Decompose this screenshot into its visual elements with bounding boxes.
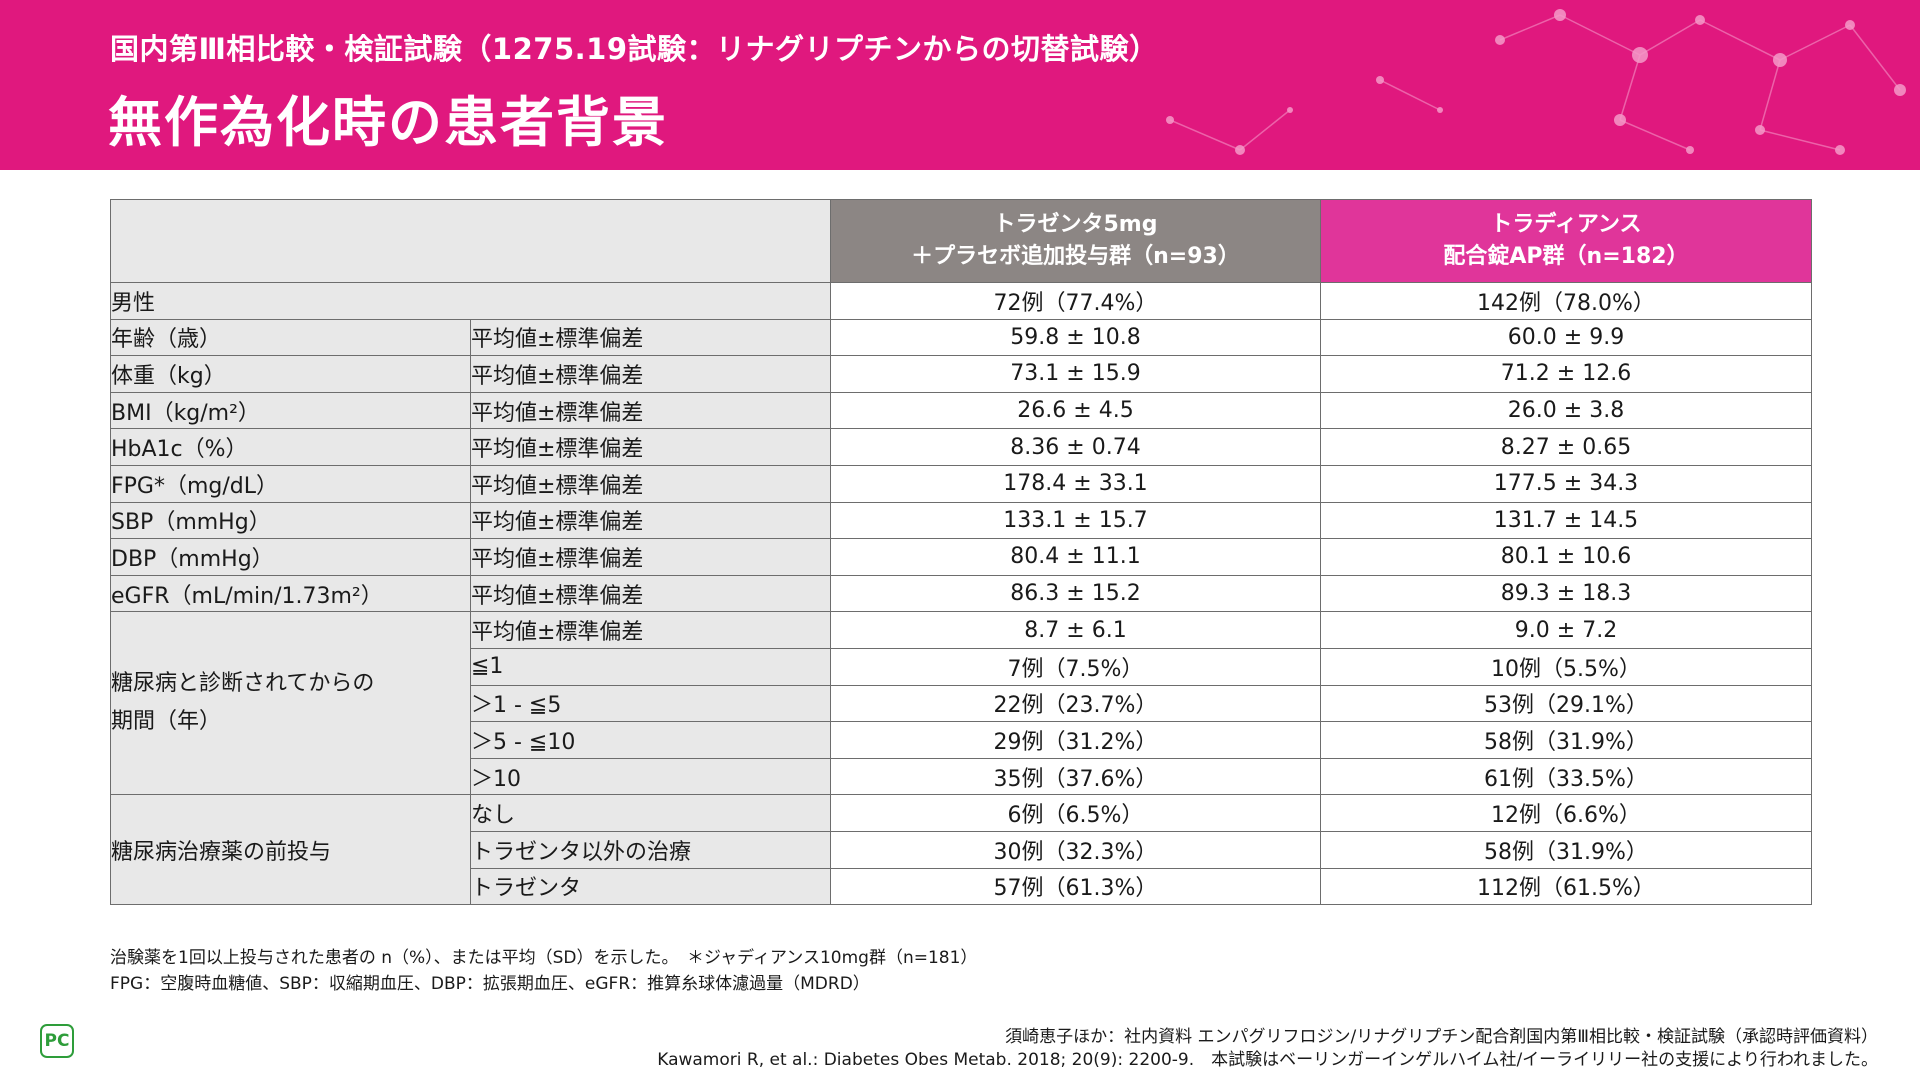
column-header-tradiance-line1: トラディアンス	[1490, 212, 1642, 237]
row-label-fpg: FPG*（mg/dL）	[110, 464, 471, 503]
row-sublabel: ＞1 - ≦5	[470, 684, 831, 723]
cell-duration-tradiance: 61例（33.5%）	[1320, 757, 1812, 796]
duration-label-line1: 糖尿病と診断されてからの	[111, 671, 375, 697]
cell-duration-tradiance: 9.0 ± 7.2	[1320, 611, 1812, 649]
table-row: BMI（kg/m²） 平均値±標準偏差 26.6 ± 4.5 26.0 ± 3.…	[110, 391, 1812, 430]
cell-hba1c-tradiance: 8.27 ± 0.65	[1320, 428, 1812, 466]
cell-sbp-trazenta: 133.1 ± 15.7	[830, 501, 1321, 540]
row-sublabel: 平均値±標準偏差	[470, 355, 831, 393]
row-label-diabetes-duration: 糖尿病と診断されてからの 期間（年）	[110, 611, 471, 796]
table-row: 体重（kg） 平均値±標準偏差 73.1 ± 15.9 71.2 ± 12.6	[110, 355, 1812, 393]
cell-weight-tradiance: 71.2 ± 12.6	[1320, 355, 1812, 393]
footnote-line2: FPG：空腹時血糖値、SBP：収縮期血圧、DBP：拡張期血圧、eGFR：推算糸球…	[110, 974, 870, 994]
cell-dbp-trazenta: 80.4 ± 11.1	[830, 538, 1321, 576]
table-row: ＞1 - ≦5 22例（23.7%） 53例（29.1%）	[111, 684, 1812, 723]
cell-duration-trazenta: 29例（31.2%）	[830, 721, 1321, 759]
row-sublabel: ＞10	[470, 757, 831, 796]
row-label-dbp: DBP（mmHg）	[110, 538, 471, 576]
cell-prior-tradiance: 112例（61.5%）	[1320, 867, 1812, 906]
table-row: SBP（mmHg） 平均値±標準偏差 133.1 ± 15.7 131.7 ± …	[110, 501, 1812, 540]
reference-line1: 須崎恵子ほか：社内資料 エンパグリフロジン/リナグリプチン配合剤国内第Ⅲ相比較・…	[1005, 1027, 1878, 1047]
table-row: 糖尿病治療薬の前投与 なし 6例（6.5%） 12例（6.6%）	[110, 794, 1812, 906]
cell-egfr-trazenta: 86.3 ± 15.2	[830, 574, 1321, 613]
table-row: FPG*（mg/dL） 平均値±標準偏差 178.4 ± 33.1 177.5 …	[110, 464, 1812, 503]
cell-bmi-tradiance: 26.0 ± 3.8	[1320, 391, 1812, 430]
cell-bmi-trazenta: 26.6 ± 4.5	[830, 391, 1321, 430]
row-sublabel: 平均値±標準偏差	[470, 428, 831, 466]
row-sublabel: 平均値±標準偏差	[470, 391, 831, 430]
row-sublabel: トラゼンタ以外の治療	[470, 830, 831, 869]
row-sublabel: 平均値±標準偏差	[470, 538, 831, 576]
cell-prior-tradiance: 58例（31.9%）	[1320, 830, 1812, 869]
table-row: DBP（mmHg） 平均値±標準偏差 80.4 ± 11.1 80.1 ± 10…	[110, 538, 1812, 576]
row-label-age: 年齢（歳）	[110, 318, 471, 357]
row-label-prior-treatment: 糖尿病治療薬の前投与	[110, 794, 471, 906]
cell-sbp-tradiance: 131.7 ± 14.5	[1320, 501, 1812, 540]
column-header-trazenta-line2: ＋プラセボ追加投与群（n=93）	[911, 244, 1240, 269]
reference-line2: Kawamori R, et al.: Diabetes Obes Metab.…	[657, 1050, 1878, 1070]
table-header-row: トラゼンタ5mg ＋プラセボ追加投与群（n=93） トラディアンス 配合錠AP群…	[110, 199, 1812, 283]
table-row: 年齢（歳） 平均値±標準偏差 59.8 ± 10.8 60.0 ± 9.9	[110, 318, 1812, 357]
cell-duration-trazenta: 22例（23.7%）	[830, 684, 1321, 723]
row-sublabel: ＞5 - ≦10	[470, 721, 831, 759]
cell-duration-tradiance: 10例（5.5%）	[1320, 647, 1812, 686]
page-title: 無作為化時の患者背景	[108, 91, 668, 154]
patient-background-table: トラゼンタ5mg ＋プラセボ追加投与群（n=93） トラディアンス 配合錠AP群…	[110, 199, 1812, 906]
cell-hba1c-trazenta: 8.36 ± 0.74	[830, 428, 1321, 466]
footnote-line1: 治験薬を1回以上投与された患者の n（%）、または平均（SD）を示した。 ＊ジャ…	[110, 948, 978, 968]
cell-duration-trazenta: 7例（7.5%）	[830, 647, 1321, 686]
row-sublabel: 平均値±標準偏差	[470, 464, 831, 503]
cell-prior-trazenta: 6例（6.5%）	[830, 794, 1321, 832]
duration-label-line2: 期間（年）	[111, 709, 222, 735]
table-row: eGFR（mL/min/1.73m²） 平均値±標準偏差 86.3 ± 15.2…	[110, 574, 1812, 613]
cell-duration-tradiance: 53例（29.1%）	[1320, 684, 1812, 723]
table-row-male: 男性 72例（77.4%） 142例（78.0%）	[110, 282, 1812, 320]
row-sublabel: ≦1	[470, 647, 831, 686]
table-row: HbA1c（%） 平均値±標準偏差 8.36 ± 0.74 8.27 ± 0.6…	[110, 428, 1812, 466]
cell-duration-trazenta: 35例（37.6%）	[830, 757, 1321, 796]
row-label-egfr: eGFR（mL/min/1.73m²）	[110, 574, 471, 613]
table-row: トラゼンタ 57例（61.3%） 112例（61.5%）	[111, 867, 1812, 906]
column-header-trazenta-line1: トラゼンタ5mg	[993, 212, 1158, 237]
cell-fpg-tradiance: 177.5 ± 34.3	[1320, 464, 1812, 503]
table-row: ≦1 7例（7.5%） 10例（5.5%）	[111, 647, 1812, 686]
header-subtitle: 国内第Ⅲ相比較・検証試験（1275.19試験：リナグリプチンからの切替試験）	[110, 32, 1159, 66]
header-blank-cell	[110, 199, 831, 283]
table-row: ＞10 35例（37.6%） 61例（33.5%）	[111, 757, 1812, 796]
cell-male-trazenta: 72例（77.4%）	[830, 282, 1321, 320]
row-label-male: 男性	[110, 282, 831, 320]
row-sublabel: 平均値±標準偏差	[470, 611, 831, 649]
column-header-tradiance: トラディアンス 配合錠AP群（n=182）	[1320, 199, 1812, 283]
cell-dbp-tradiance: 80.1 ± 10.6	[1320, 538, 1812, 576]
row-label-weight: 体重（kg）	[110, 355, 471, 393]
cell-age-trazenta: 59.8 ± 10.8	[830, 318, 1321, 357]
cell-prior-tradiance: 12例（6.6%）	[1320, 794, 1812, 832]
row-label-bmi: BMI（kg/m²）	[110, 391, 471, 430]
pc-logo: PC	[40, 1024, 74, 1058]
row-sublabel: なし	[470, 794, 831, 832]
molecule-decoration	[1166, 9, 1906, 155]
cell-duration-tradiance: 58例（31.9%）	[1320, 721, 1812, 759]
row-sublabel: 平均値±標準偏差	[470, 574, 831, 613]
cell-egfr-tradiance: 89.3 ± 18.3	[1320, 574, 1812, 613]
cell-male-tradiance: 142例（78.0%）	[1320, 282, 1812, 320]
row-label-sbp: SBP（mmHg）	[110, 501, 471, 540]
cell-age-tradiance: 60.0 ± 9.9	[1320, 318, 1812, 357]
table-row: ＞5 - ≦10 29例（31.2%） 58例（31.9%）	[111, 721, 1812, 759]
cell-prior-trazenta: 30例（32.3%）	[830, 830, 1321, 869]
cell-weight-trazenta: 73.1 ± 15.9	[830, 355, 1321, 393]
cell-duration-trazenta: 8.7 ± 6.1	[830, 611, 1321, 649]
row-sublabel: トラゼンタ	[470, 867, 831, 906]
row-label-hba1c: HbA1c（%）	[110, 428, 471, 466]
table-row: 糖尿病と診断されてからの 期間（年） 平均値±標準偏差 8.7 ± 6.1 9.…	[110, 611, 1812, 796]
row-sublabel: 平均値±標準偏差	[470, 501, 831, 540]
column-header-trazenta: トラゼンタ5mg ＋プラセボ追加投与群（n=93）	[830, 199, 1321, 283]
table-row: トラゼンタ以外の治療 30例（32.3%） 58例（31.9%）	[111, 830, 1812, 869]
cell-fpg-trazenta: 178.4 ± 33.1	[830, 464, 1321, 503]
column-header-tradiance-line2: 配合錠AP群（n=182）	[1443, 244, 1689, 269]
header-banner: 国内第Ⅲ相比較・検証試験（1275.19試験：リナグリプチンからの切替試験） 無…	[0, 0, 1920, 170]
row-sublabel: 平均値±標準偏差	[470, 318, 831, 357]
cell-prior-trazenta: 57例（61.3%）	[830, 867, 1321, 906]
